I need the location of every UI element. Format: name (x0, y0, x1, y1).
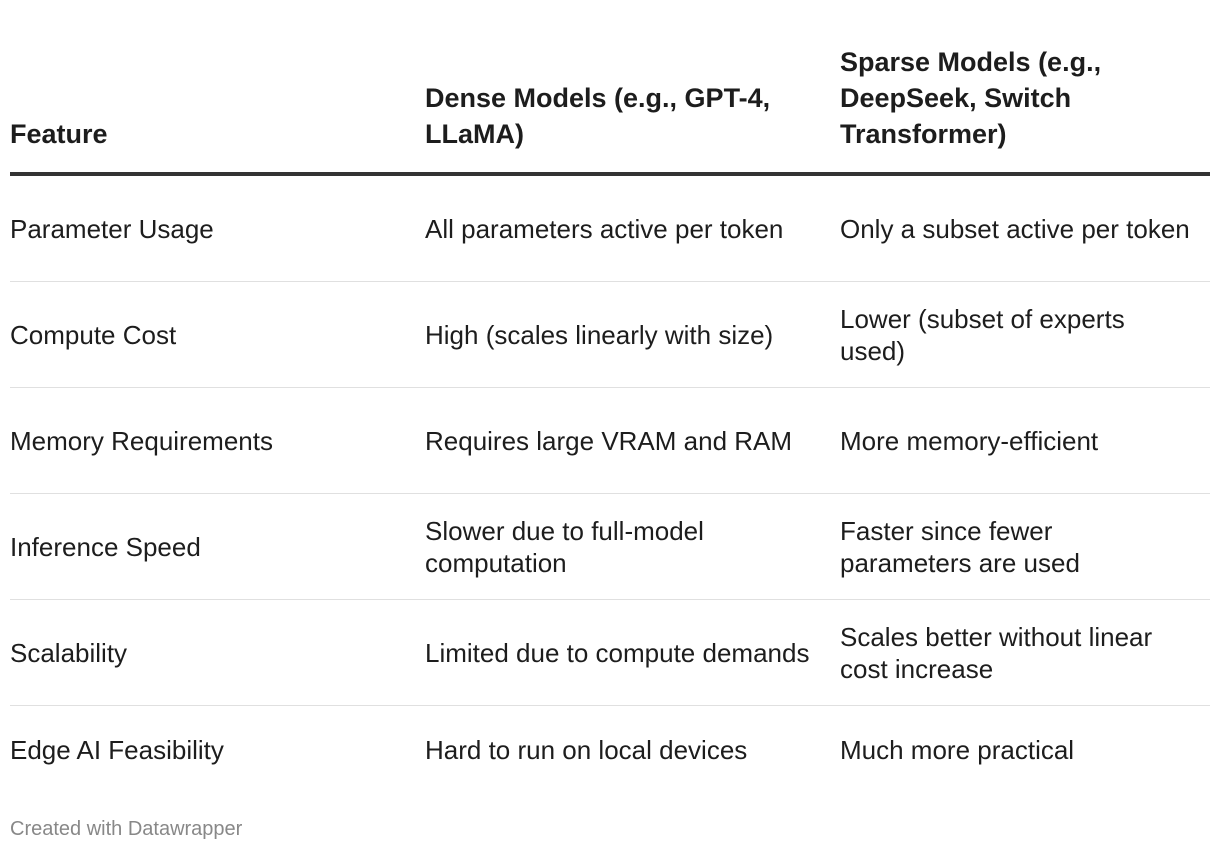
cell-sparse: More memory-efficient (840, 387, 1210, 494)
table-row: Memory Requirements Requires large VRAM … (10, 387, 1210, 494)
table-row: Edge AI Feasibility Hard to run on local… (10, 706, 1210, 795)
cell-feature: Inference Speed (10, 493, 425, 600)
cell-feature: Parameter Usage (10, 174, 425, 282)
header-feature: Feature (10, 44, 425, 176)
cell-feature: Compute Cost (10, 281, 425, 388)
cell-feature: Scalability (10, 599, 425, 706)
cell-dense: Limited due to compute demands (425, 599, 840, 706)
table-row: Scalability Limited due to compute deman… (10, 599, 1210, 706)
cell-dense: Requires large VRAM and RAM (425, 387, 840, 494)
cell-dense: High (scales linearly with size) (425, 281, 840, 388)
cell-feature: Memory Requirements (10, 387, 425, 494)
table-body: Parameter Usage All parameters active pe… (10, 174, 1210, 794)
header-row: Feature Dense Models (e.g., GPT-4, LLaMA… (10, 44, 1210, 176)
datawrapper-credit: Created with Datawrapper (10, 818, 243, 840)
cell-feature: Edge AI Feasibility (10, 735, 224, 765)
table-row: Inference Speed Slower due to full-model… (10, 493, 1210, 600)
cell-dense: Slower due to full-model computation (425, 493, 840, 600)
header-sparse-models: Sparse Models (e.g., DeepSeek, Switch Tr… (840, 44, 1210, 176)
cell-sparse: Lower (subset of experts used) (840, 281, 1210, 388)
table-row: Compute Cost High (scales linearly with … (10, 281, 1210, 388)
cell-dense: Hard to run on local devices (425, 735, 748, 765)
cell-dense: All parameters active per token (425, 174, 840, 282)
cell-sparse: Only a subset active per token (840, 174, 1210, 282)
cell-sparse: Much more practical (840, 735, 1075, 765)
header-dense-models: Dense Models (e.g., GPT-4, LLaMA) (425, 44, 840, 176)
comparison-table-container: Feature Dense Models (e.g., GPT-4, LLaMA… (10, 44, 1210, 794)
cell-sparse: Scales better without linear cost increa… (840, 599, 1210, 706)
table-row: Parameter Usage All parameters active pe… (10, 174, 1210, 282)
comparison-table: Feature Dense Models (e.g., GPT-4, LLaMA… (10, 44, 1210, 794)
cell-sparse: Faster since fewer parameters are used (840, 493, 1210, 600)
table-header: Feature Dense Models (e.g., GPT-4, LLaMA… (10, 44, 1210, 176)
